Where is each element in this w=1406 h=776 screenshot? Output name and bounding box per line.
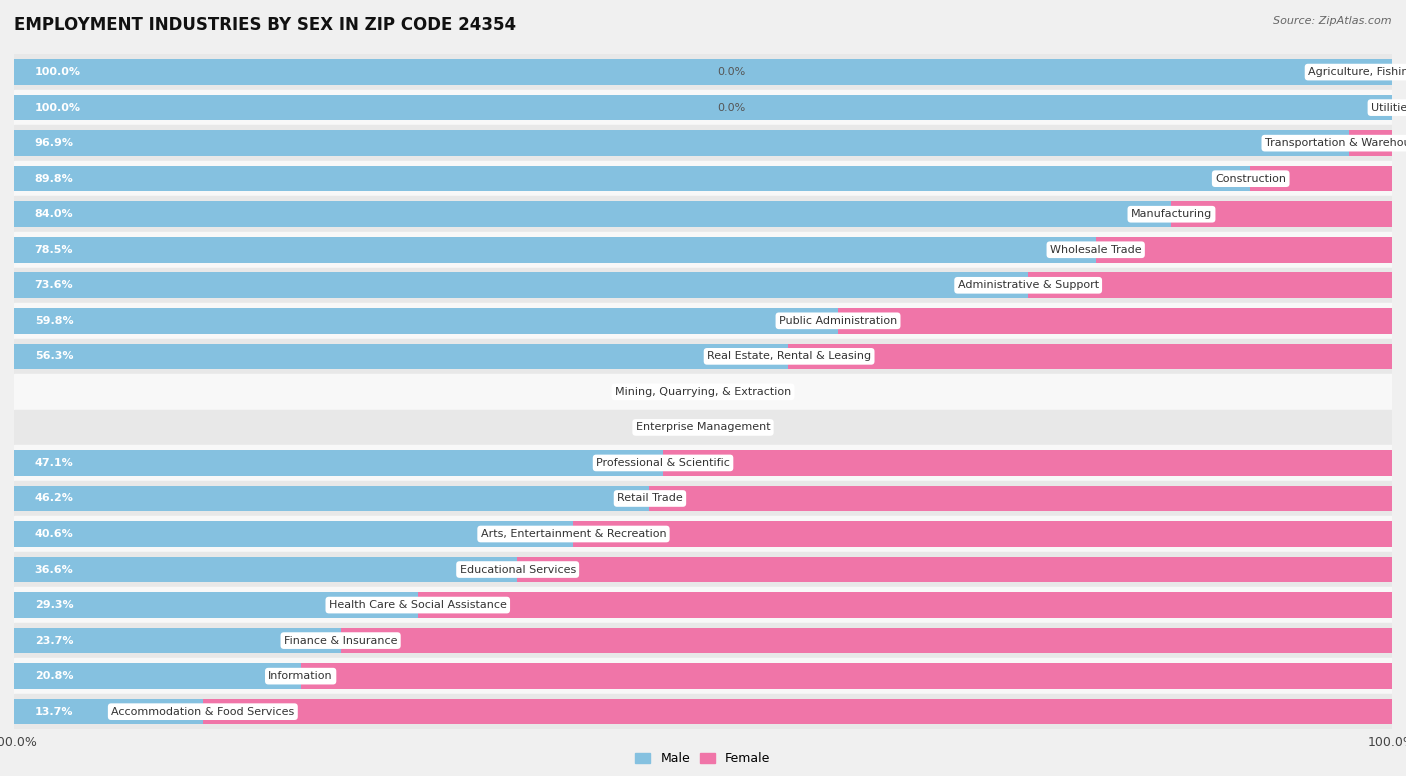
Bar: [14, 166, 1251, 192]
Bar: [14, 196, 1392, 232]
Bar: [340, 628, 1392, 653]
Text: 0.0%: 0.0%: [717, 422, 745, 432]
Bar: [14, 126, 1392, 161]
Bar: [14, 272, 1028, 298]
Bar: [14, 410, 1392, 445]
Text: Educational Services: Educational Services: [460, 565, 576, 574]
Bar: [14, 556, 519, 582]
Text: 56.3%: 56.3%: [35, 352, 73, 362]
Bar: [14, 445, 1392, 480]
Bar: [14, 592, 418, 618]
Text: Enterprise Management: Enterprise Management: [636, 422, 770, 432]
Text: 89.8%: 89.8%: [35, 174, 73, 184]
Text: EMPLOYMENT INDUSTRIES BY SEX IN ZIP CODE 24354: EMPLOYMENT INDUSTRIES BY SEX IN ZIP CODE…: [14, 16, 516, 33]
Text: 23.7%: 23.7%: [35, 636, 73, 646]
Text: Finance & Insurance: Finance & Insurance: [284, 636, 398, 646]
Bar: [14, 521, 574, 547]
Bar: [1171, 202, 1392, 227]
Bar: [14, 90, 1392, 126]
Text: Public Administration: Public Administration: [779, 316, 897, 326]
Bar: [14, 628, 340, 653]
Bar: [14, 480, 1392, 516]
Text: Accommodation & Food Services: Accommodation & Food Services: [111, 707, 294, 717]
Text: 29.3%: 29.3%: [35, 600, 73, 610]
Bar: [14, 694, 1392, 729]
Text: 0.0%: 0.0%: [661, 387, 689, 397]
Bar: [14, 237, 1095, 262]
Bar: [418, 592, 1392, 618]
Bar: [14, 202, 1171, 227]
Bar: [1250, 166, 1392, 192]
Text: Real Estate, Rental & Leasing: Real Estate, Rental & Leasing: [707, 352, 872, 362]
Bar: [789, 344, 1392, 369]
Text: Agriculture, Fishing & Hunting: Agriculture, Fishing & Hunting: [1308, 67, 1406, 77]
Bar: [14, 308, 838, 334]
Bar: [14, 161, 1392, 196]
Bar: [574, 521, 1392, 547]
Bar: [14, 268, 1392, 303]
Bar: [650, 486, 1392, 511]
Bar: [14, 54, 1392, 90]
Text: 78.5%: 78.5%: [35, 244, 73, 255]
Text: Wholesale Trade: Wholesale Trade: [1050, 244, 1142, 255]
Text: 0.0%: 0.0%: [717, 387, 745, 397]
Bar: [1350, 130, 1392, 156]
Text: Mining, Quarrying, & Extraction: Mining, Quarrying, & Extraction: [614, 387, 792, 397]
Bar: [14, 95, 1392, 120]
Text: Retail Trade: Retail Trade: [617, 494, 683, 504]
Bar: [14, 338, 1392, 374]
Bar: [14, 658, 1392, 694]
Bar: [14, 587, 1392, 623]
Text: Professional & Scientific: Professional & Scientific: [596, 458, 730, 468]
Text: Arts, Entertainment & Recreation: Arts, Entertainment & Recreation: [481, 529, 666, 539]
Bar: [1095, 237, 1392, 262]
Text: 0.0%: 0.0%: [661, 422, 689, 432]
Bar: [14, 516, 1392, 552]
Bar: [14, 303, 1392, 338]
Text: 47.1%: 47.1%: [35, 458, 73, 468]
Text: 0.0%: 0.0%: [717, 67, 745, 77]
Text: Utilities: Utilities: [1371, 102, 1406, 113]
Legend: Male, Female: Male, Female: [630, 747, 776, 771]
Text: Source: ZipAtlas.com: Source: ZipAtlas.com: [1274, 16, 1392, 26]
Bar: [14, 663, 301, 689]
Text: 40.6%: 40.6%: [35, 529, 73, 539]
Bar: [14, 59, 1392, 85]
Bar: [14, 130, 1350, 156]
Text: 0.0%: 0.0%: [717, 102, 745, 113]
Text: 20.8%: 20.8%: [35, 671, 73, 681]
Text: 46.2%: 46.2%: [35, 494, 73, 504]
Bar: [838, 308, 1392, 334]
Bar: [14, 623, 1392, 658]
Text: 59.8%: 59.8%: [35, 316, 73, 326]
Bar: [14, 450, 664, 476]
Text: Construction: Construction: [1215, 174, 1286, 184]
Bar: [14, 374, 1392, 410]
Text: Health Care & Social Assistance: Health Care & Social Assistance: [329, 600, 506, 610]
Text: 36.6%: 36.6%: [35, 565, 73, 574]
Bar: [301, 663, 1392, 689]
Bar: [14, 699, 202, 725]
Bar: [517, 556, 1392, 582]
Text: Information: Information: [269, 671, 333, 681]
Text: 13.7%: 13.7%: [35, 707, 73, 717]
Bar: [14, 232, 1392, 268]
Bar: [14, 344, 790, 369]
Text: 73.6%: 73.6%: [35, 280, 73, 290]
Text: 100.0%: 100.0%: [35, 67, 80, 77]
Bar: [14, 486, 651, 511]
Bar: [202, 699, 1392, 725]
Text: 84.0%: 84.0%: [35, 210, 73, 219]
Text: Transportation & Warehousing: Transportation & Warehousing: [1265, 138, 1406, 148]
Text: 100.0%: 100.0%: [35, 102, 80, 113]
Text: 96.9%: 96.9%: [35, 138, 73, 148]
Bar: [664, 450, 1392, 476]
Bar: [1028, 272, 1392, 298]
Text: Manufacturing: Manufacturing: [1130, 210, 1212, 219]
Text: Administrative & Support: Administrative & Support: [957, 280, 1098, 290]
Bar: [14, 552, 1392, 587]
